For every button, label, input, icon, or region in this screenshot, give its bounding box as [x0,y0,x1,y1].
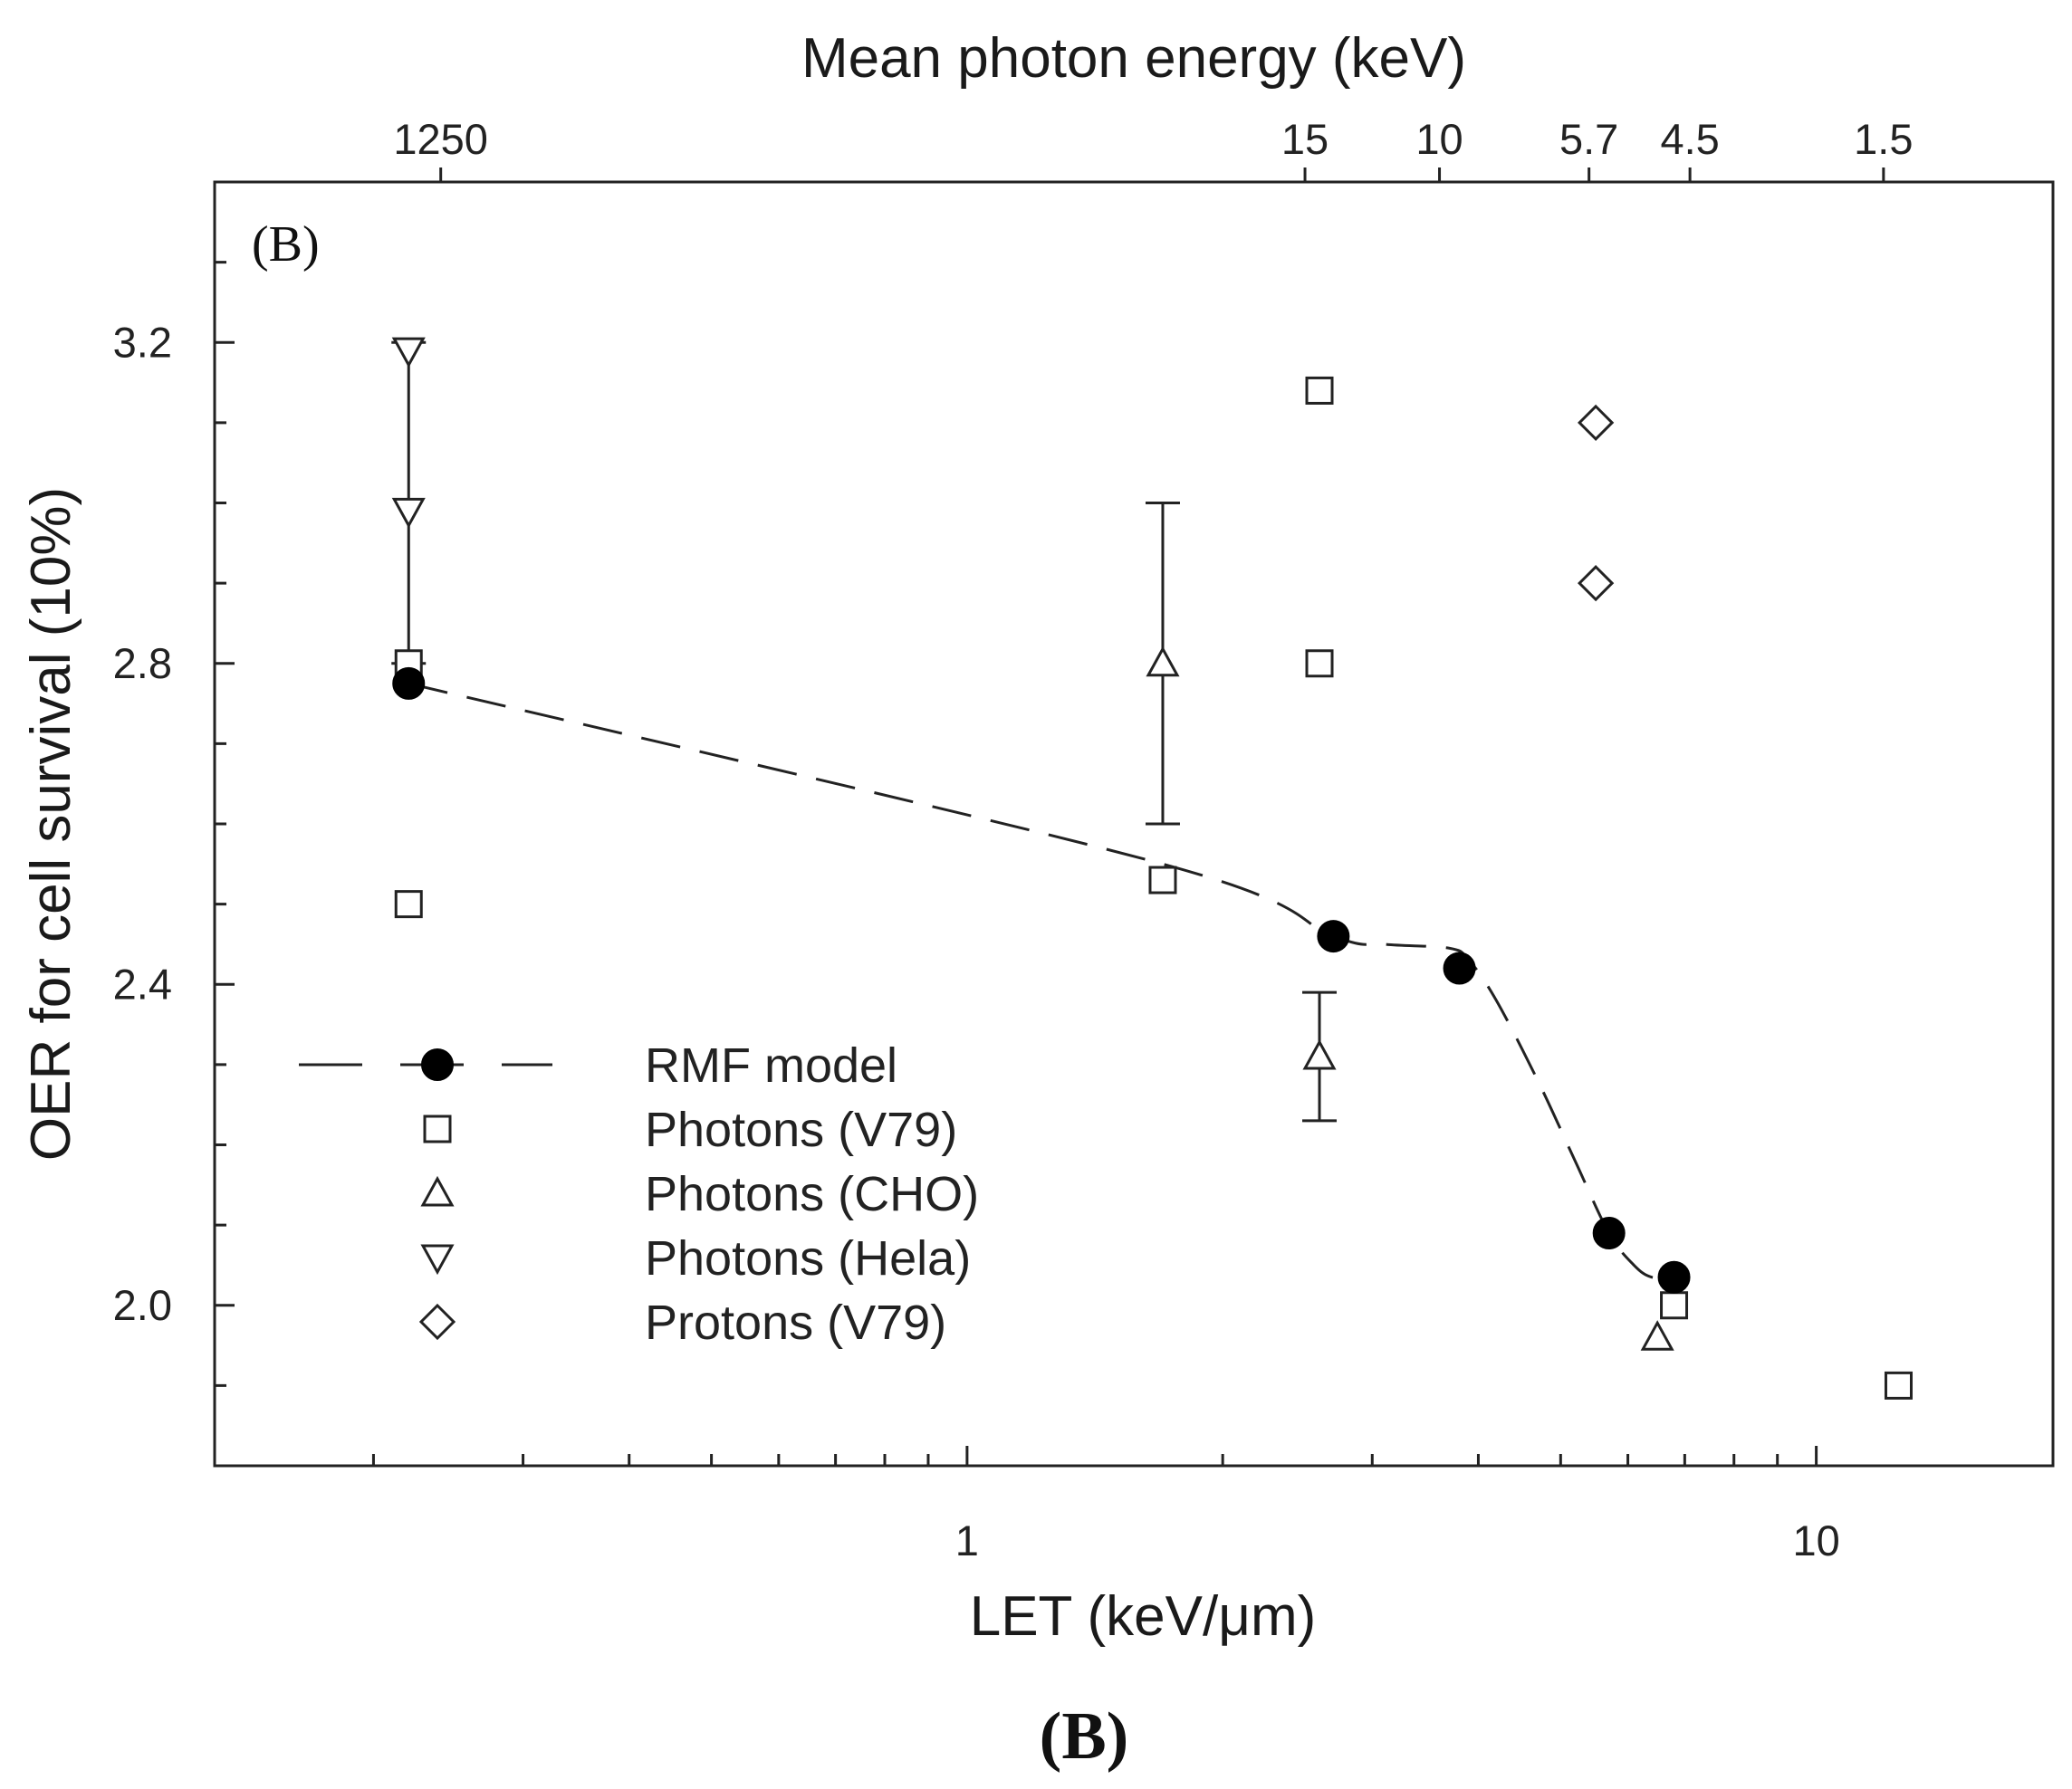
errorbar-layer [391,340,1338,1123]
rmf-model-point [1443,952,1476,985]
y-tick-label: 2.8 [113,639,172,687]
top-axis-title: Mean photon energy (keV) [801,27,1466,90]
top-tick-label: 5.7 [1559,115,1618,163]
photons-hela-point [391,497,426,529]
x-tick-label: 10 [1792,1516,1839,1564]
y-tick-label: 2.4 [113,960,172,1008]
photons-v79-point [1660,1291,1689,1320]
y-axis-title: OER for cell survival (10%) [20,487,82,1161]
photons-v79-point [1884,1371,1913,1400]
photons-v79-point [1305,649,1334,678]
photons-v79-point [1148,866,1177,894]
rmf-model-point [392,666,426,700]
top-tick-label: 1250 [393,115,488,163]
figure-caption: (B) [1040,1699,1129,1774]
legend-photons-v79-marker [423,1115,452,1143]
rmf-model-point [1657,1260,1691,1294]
photons-v79-point [394,890,423,919]
rmf-curve-layer [408,682,1674,1280]
legend-photons-v79-label: Photons (V79) [645,1103,957,1157]
rmf-model-point [1592,1216,1626,1249]
y-tick-label: 2.0 [113,1281,172,1329]
y-tick-label: 3.2 [113,318,172,366]
rmf-model-curve [408,682,1674,1280]
protons-v79-point [1578,565,1615,602]
legend-rmf-model-marker [421,1048,454,1081]
photons-cho-point [1640,1320,1674,1351]
panel-label: (B) [252,216,320,273]
protons-v79-point [1578,404,1615,441]
top-tick-label: 15 [1281,115,1329,163]
top-tick-label: 1.5 [1854,115,1913,163]
legend-photons-cho-label: Photons (CHO) [645,1167,979,1221]
plot-frame [213,180,2055,1468]
legend-rmf-model-label: RMF model [645,1038,897,1093]
x-axis-title: LET (keV/μm) [970,1585,1317,1648]
photons-cho-point [1146,646,1180,677]
legend-photons-hela-label: Photons (Hela) [645,1231,971,1286]
rmf-model-point [1317,920,1350,953]
legend-photons-hela-marker [420,1244,455,1276]
photons-cho-point [1302,1038,1337,1070]
axis-ticks: 1 10 2.0 2.4 2.8 3.2 1250 15 10 5.7 4.5 1.5 [113,115,1914,1564]
top-tick-label: 10 [1415,115,1463,163]
legend-photons-cho-marker [420,1175,455,1207]
points-layer [391,337,1913,1400]
photons-hela-point [391,337,426,368]
legend-protons-v79-marker [418,1303,456,1341]
x-tick-label: 1 [955,1516,979,1564]
legend: RMF model Photons (V79) Photons (CHO) Photo… [299,1038,979,1350]
photons-v79-point [1305,376,1334,405]
top-tick-label: 4.5 [1660,115,1719,163]
legend-protons-v79-label: Protons (V79) [645,1296,946,1350]
